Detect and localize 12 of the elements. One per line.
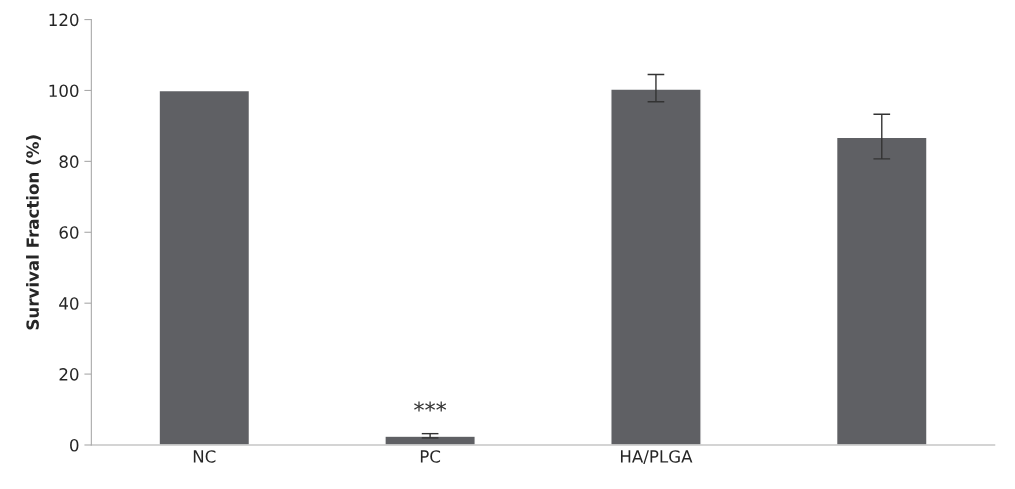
- y-axis-title: Survival Fraction (%): [26, 135, 41, 330]
- y-tick-label: 80: [59, 155, 79, 168]
- annotation: ***: [414, 401, 447, 412]
- y-tick-label: 0: [70, 438, 79, 452]
- y-tick-label: 60: [59, 226, 79, 239]
- x-tick-label: NC: [193, 450, 216, 463]
- y-tick-label: 120: [49, 13, 79, 27]
- y-tick-label: 100: [49, 84, 79, 98]
- y-tick-label: 20: [59, 368, 79, 381]
- x-tick-label: HA/PLGA: [620, 450, 693, 465]
- x-tick-label: PC: [420, 450, 441, 463]
- y-tick-label: 40: [59, 297, 79, 310]
